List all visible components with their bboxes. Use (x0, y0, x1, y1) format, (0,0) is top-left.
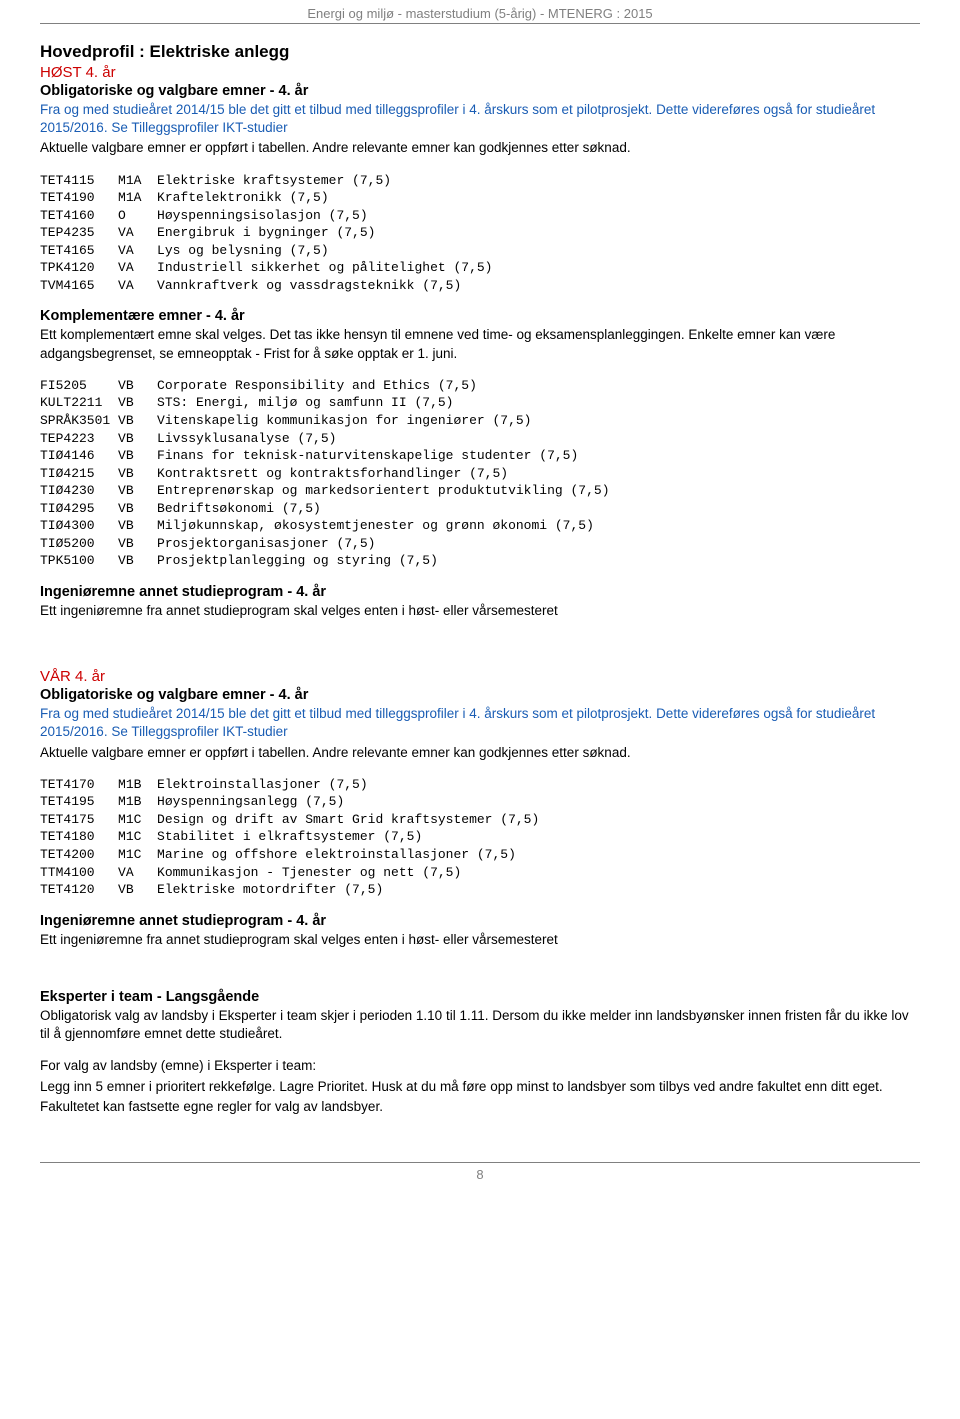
eksperter-p3: Legg inn 5 emner i prioritert rekkefølge… (40, 1078, 920, 1096)
komp-course-list: FI5205 VB Corporate Responsibility and E… (40, 377, 920, 570)
hovedprofil-title: Hovedprofil : Elektriske anlegg (40, 42, 920, 62)
oblig4-note-black-var: Aktuelle valgbare emner er oppført i tab… (40, 744, 920, 762)
ing-para-var: Ett ingeniøremne fra annet studieprogram… (40, 931, 920, 949)
ing-title-host: Ingeniøremne annet studieprogram - 4. år (40, 584, 920, 600)
oblig4-note-black: Aktuelle valgbare emner er oppført i tab… (40, 139, 920, 157)
ing-title-var: Ingeniøremne annet studieprogram - 4. år (40, 913, 920, 929)
eksperter-title: Eksperter i team - Langsgående (40, 989, 920, 1005)
page-number: 8 (40, 1162, 920, 1182)
host4-heading: HØST 4. år (40, 64, 920, 81)
ing-para-host: Ett ingeniøremne fra annet studieprogram… (40, 602, 920, 620)
oblig4-note-blue: Fra og med studieåret 2014/15 ble det gi… (40, 101, 920, 137)
oblig4-title: Obligatoriske og valgbare emner - 4. år (40, 83, 920, 99)
komp-para: Ett komplementært emne skal velges. Det … (40, 326, 920, 362)
eksperter-p4: Fakultetet kan fastsette egne regler for… (40, 1098, 920, 1116)
komp-title: Komplementære emner - 4. år (40, 308, 920, 324)
oblig4-note-blue-var: Fra og med studieåret 2014/15 ble det gi… (40, 705, 920, 741)
oblig4-title-var: Obligatoriske og valgbare emner - 4. år (40, 687, 920, 703)
eksperter-p2: For valg av landsby (emne) i Eksperter i… (40, 1057, 920, 1075)
var-course-list: TET4170 M1B Elektroinstallasjoner (7,5) … (40, 776, 920, 899)
page-header: Energi og miljø - masterstudium (5-årig)… (40, 0, 920, 24)
host-course-list: TET4115 M1A Elektriske kraftsystemer (7,… (40, 172, 920, 295)
eksperter-p1: Obligatorisk valg av landsby i Eksperter… (40, 1007, 920, 1043)
var4-heading: VÅR 4. år (40, 668, 920, 685)
